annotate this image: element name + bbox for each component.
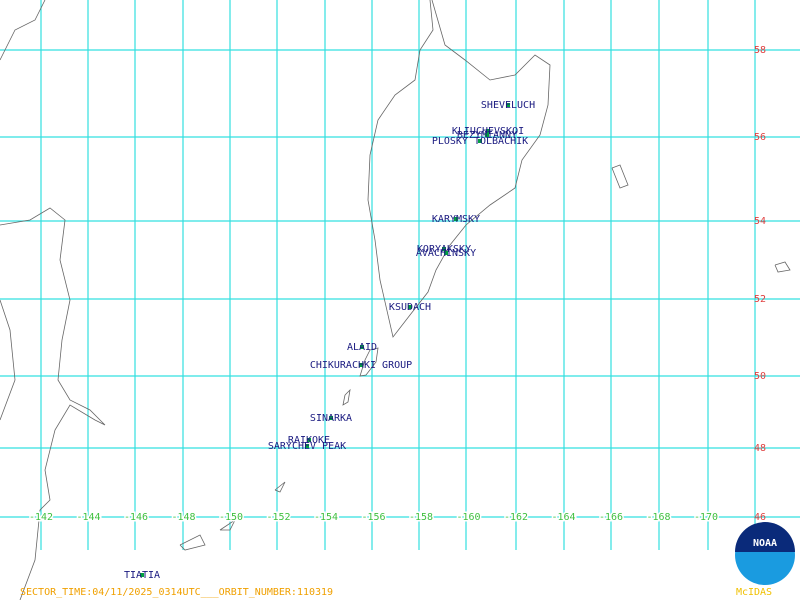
footer: SECTOR_TIME:04/11/2025_0314UTC___ORBIT_N… xyxy=(20,587,333,598)
volcano-label: KORYAKSKY xyxy=(417,244,471,255)
volcano-marker xyxy=(307,438,311,442)
lon-label: -152 xyxy=(266,512,290,523)
island xyxy=(219,518,237,531)
lon-label: -142 xyxy=(29,512,53,523)
island xyxy=(359,347,379,377)
lon-label: -160 xyxy=(456,512,480,523)
island xyxy=(774,261,791,273)
island xyxy=(342,388,351,406)
lon-label: -164 xyxy=(551,512,575,523)
volcano-marker xyxy=(486,129,490,133)
lon-label: -158 xyxy=(409,512,433,523)
volcano-label: TIATIA xyxy=(124,570,160,581)
island xyxy=(179,534,206,551)
volcano-label: RAIKOKE xyxy=(288,435,330,446)
kamchatka-coast xyxy=(367,0,551,338)
island xyxy=(611,164,629,189)
volcano-label: KARYMSKY xyxy=(432,214,480,225)
lon-label: -162 xyxy=(504,512,528,523)
volcano-label: CHIKURACHKI GROUP xyxy=(310,360,412,371)
volcano-label: SINARKA xyxy=(310,413,352,424)
volcano-marker xyxy=(305,444,309,448)
lon-label: -154 xyxy=(314,512,338,523)
lat-label: 52 xyxy=(754,294,766,305)
volcano-marker xyxy=(444,251,448,255)
volcano-marker xyxy=(359,363,363,367)
lon-label: -168 xyxy=(646,512,670,523)
lat-label: 46 xyxy=(754,512,766,523)
volcano-label: AVACHINSKY xyxy=(416,248,476,259)
volcano-label: BEZYMIANNY xyxy=(457,130,517,141)
lon-label: -156 xyxy=(361,512,385,523)
volcano-label: ALAID xyxy=(347,342,377,353)
mainland-coast xyxy=(0,0,46,61)
volcano-marker xyxy=(360,345,364,349)
lon-label: -144 xyxy=(76,512,100,523)
lat-label: 54 xyxy=(754,216,766,227)
volcano-marker xyxy=(140,573,144,577)
volcano-label: PLOSKY TOLBACHIK xyxy=(432,136,528,147)
lon-label: -166 xyxy=(599,512,623,523)
volcano-marker xyxy=(454,217,458,221)
labels: 58 56 54 52 50 48 46 -142 -144 -146 -148 -150 -152 -1… xyxy=(27,45,766,581)
logo-text: NOAA xyxy=(753,538,777,549)
lat-label: 56 xyxy=(754,132,766,143)
lon-label: -170 xyxy=(694,512,718,523)
lon-label: -148 xyxy=(171,512,195,523)
software-label: McIDAS xyxy=(736,587,772,598)
lat-label: 58 xyxy=(754,45,766,56)
mainland-west xyxy=(0,299,16,421)
lon-label: -150 xyxy=(219,512,243,523)
volcano-label: KLIUCHEVSKOI xyxy=(452,126,524,137)
volcano-marker xyxy=(408,305,412,309)
volcano-marker xyxy=(442,247,446,251)
volcano-marker xyxy=(478,139,482,143)
lat-label: 50 xyxy=(754,371,766,382)
noaa-logo: NOAA xyxy=(735,522,795,585)
volcano-label: SARYCHEV PEAK xyxy=(268,441,346,452)
lat-label: 48 xyxy=(754,443,766,454)
volcano-marker xyxy=(485,133,489,137)
graticule xyxy=(0,0,800,550)
sakhalin-coast xyxy=(0,207,106,600)
volcano-label: KSUDACH xyxy=(389,302,431,313)
volcano-marker xyxy=(506,103,510,107)
island xyxy=(274,481,286,493)
volcano-label: SHEVELUCH xyxy=(481,100,535,111)
lon-label: -146 xyxy=(124,512,148,523)
volcano-marker xyxy=(329,416,333,420)
